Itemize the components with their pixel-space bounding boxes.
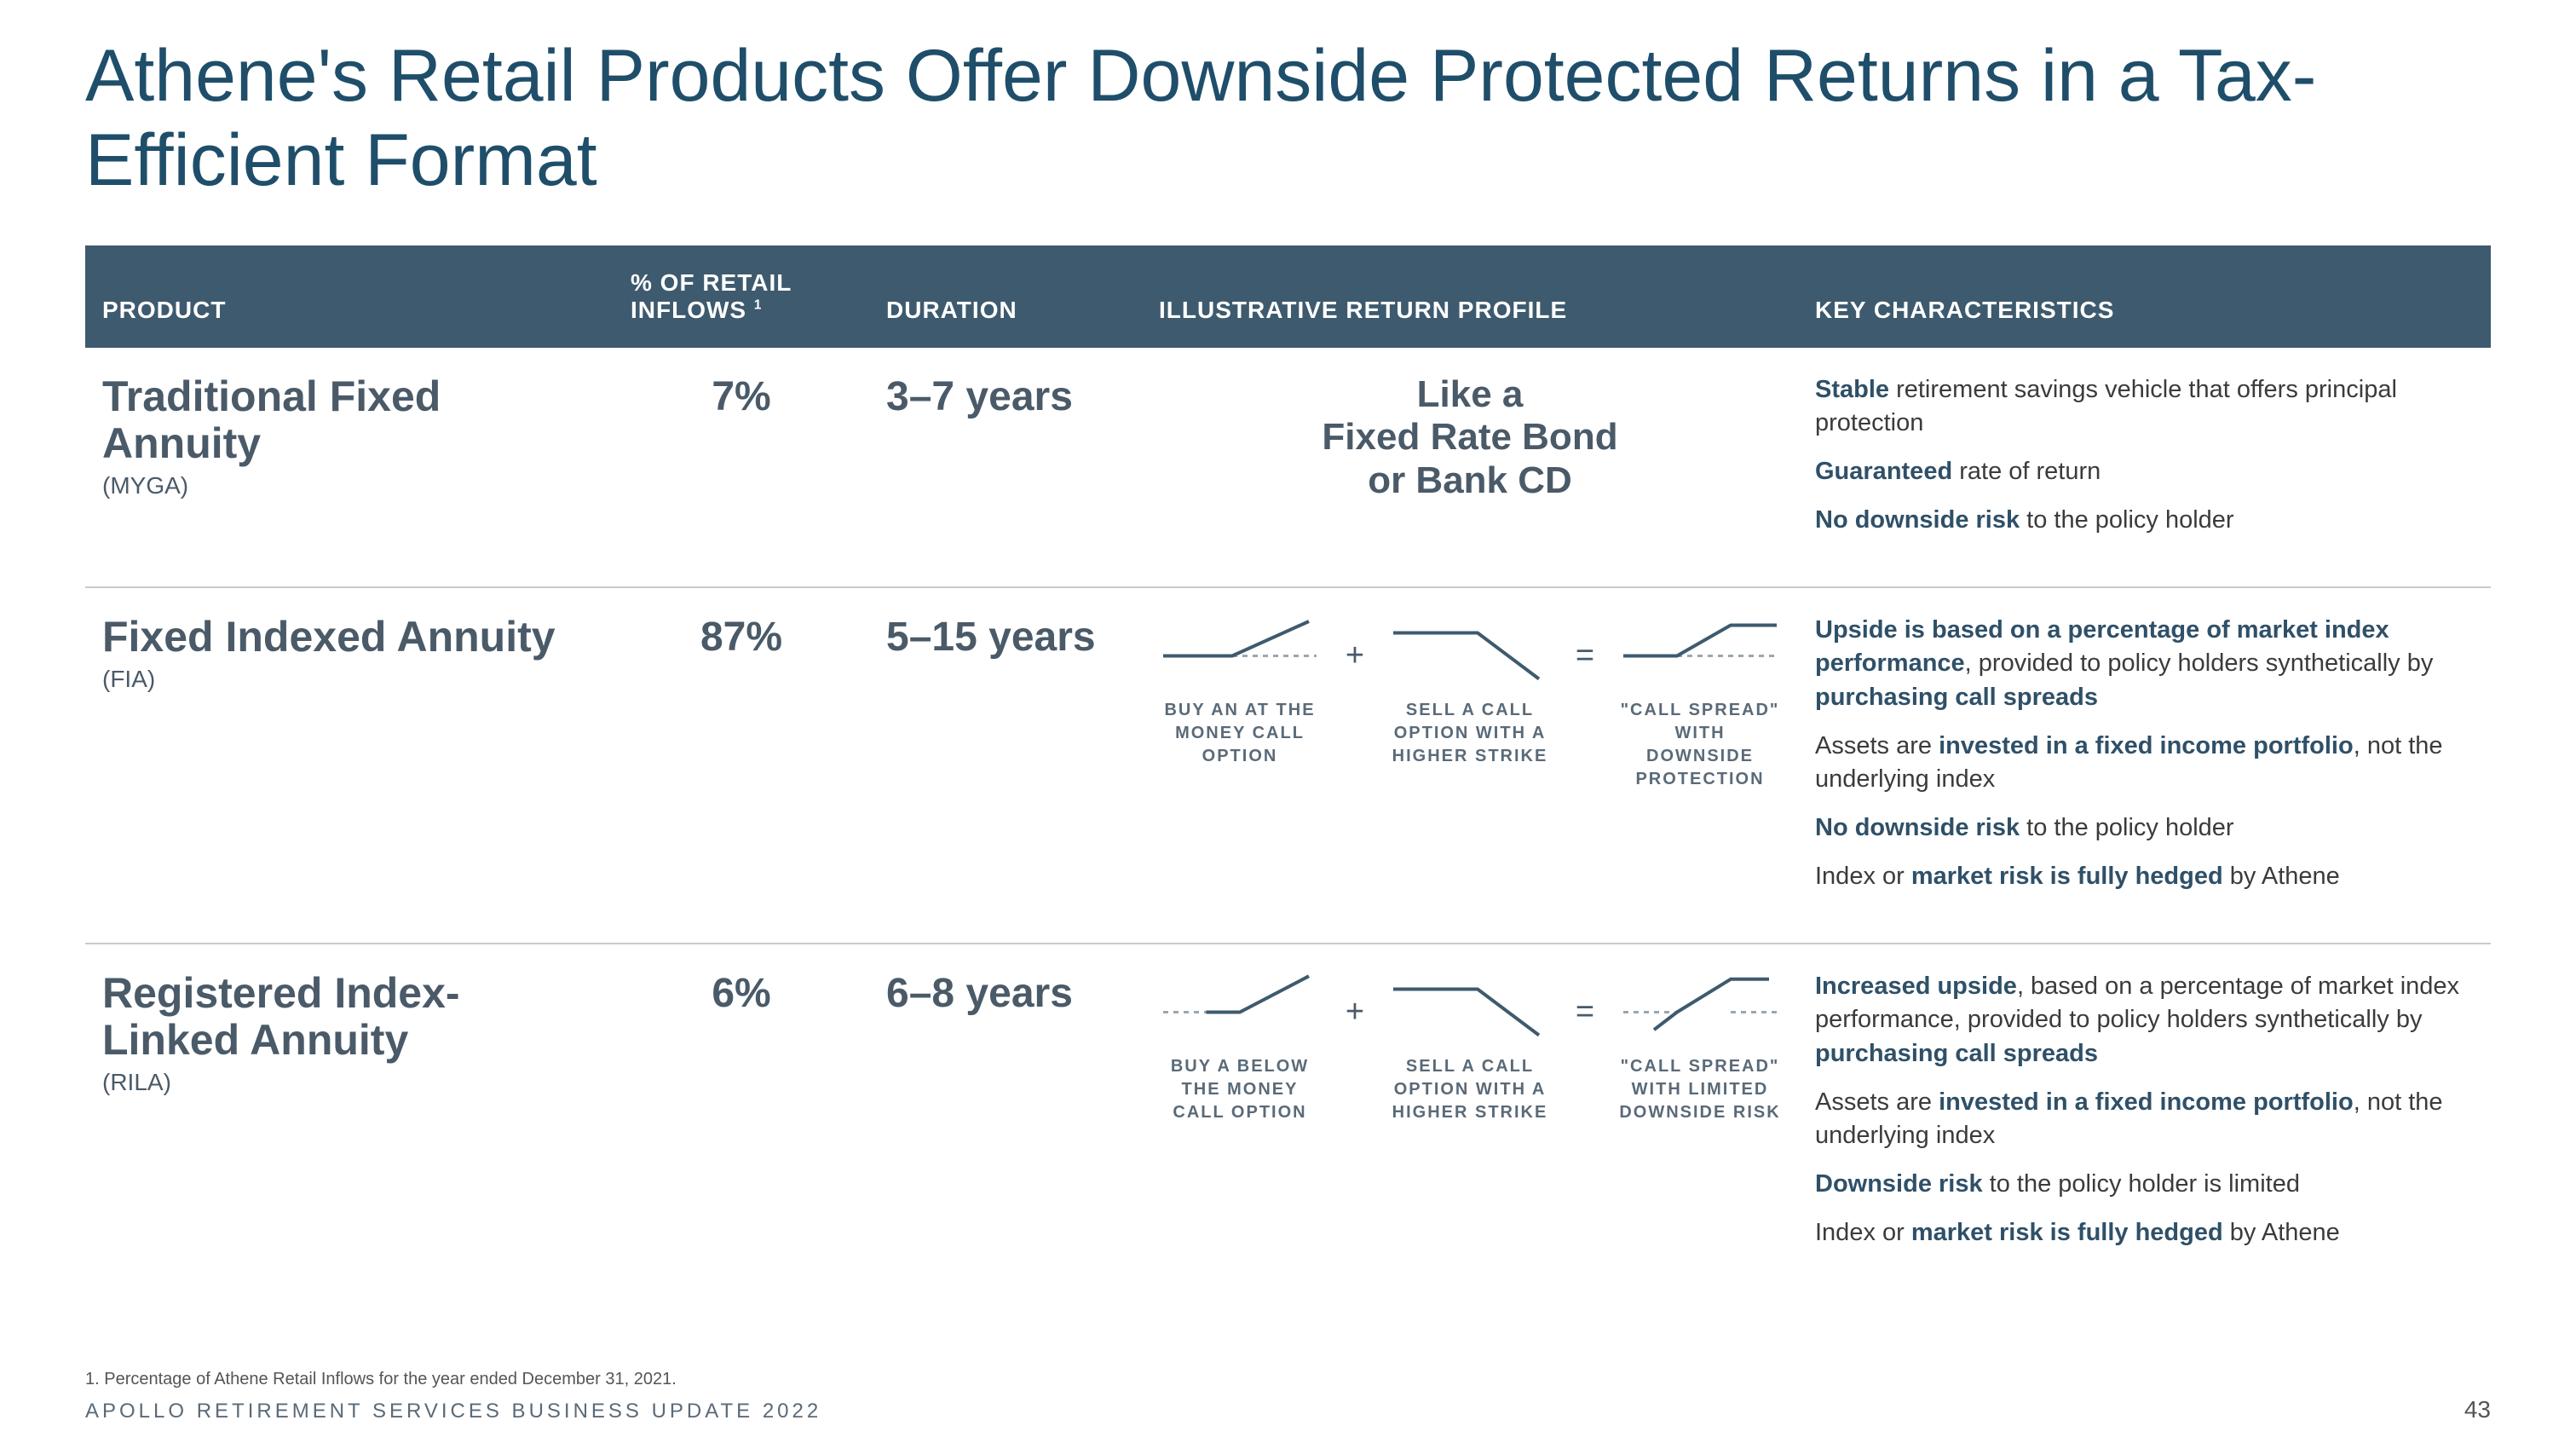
- payoff-c-label: "CALL SPREAD" WITH DOWNSIDE PROTECTION: [1619, 699, 1781, 791]
- char-item: Upside is based on a percentage of marke…: [1815, 614, 2474, 713]
- char-item: Guaranteed rate of return: [1815, 455, 2474, 488]
- footer-text: APOLLO RETIREMENT SERVICES BUSINESS UPDA…: [85, 1400, 821, 1423]
- table-row: Traditional Fixed Annuity (MYGA) 7% 3–7 ye…: [85, 348, 2491, 588]
- char-list: Stable retirement savings vehicle that o…: [1815, 373, 2474, 538]
- payoff-a: BUY A BELOW THE MONEY CALL OPTION: [1159, 970, 1321, 1124]
- duration-value: 3–7 years: [886, 373, 1125, 420]
- char-list: Upside is based on a percentage of marke…: [1815, 614, 2474, 893]
- char-list: Increased upside, based on a percentage …: [1815, 970, 2474, 1250]
- duration-value: 6–8 years: [886, 970, 1125, 1017]
- char-item: Stable retirement savings vehicle that o…: [1815, 373, 2474, 440]
- product-name: Registered Index-Linked Annuity: [102, 970, 596, 1064]
- payoff-c-label: "CALL SPREAD" WITH LIMITED DOWNSIDE RISK: [1619, 1055, 1781, 1124]
- plus-icon: +: [1338, 970, 1372, 1030]
- payoff-a-label: BUY A BELOW THE MONEY CALL OPTION: [1159, 1055, 1321, 1124]
- payoff-b-label: SELL A CALL OPTION WITH A HIGHER STRIKE: [1389, 699, 1551, 768]
- th-inflows: % OF RETAIL INFLOWS 1: [614, 245, 869, 348]
- product-sub: (RILA): [102, 1069, 596, 1096]
- footnote: 1. Percentage of Athene Retail Inflows f…: [85, 1370, 677, 1389]
- char-item: Assets are invested in a fixed income po…: [1815, 730, 2474, 796]
- payoff-diagram: BUY A BELOW THE MONEY CALL OPTION + SELL…: [1159, 970, 1781, 1124]
- table-body: Traditional Fixed Annuity (MYGA) 7% 3–7 ye…: [85, 348, 2491, 1300]
- th-inflows-text: % OF RETAIL INFLOWS: [631, 269, 792, 323]
- equals-icon: =: [1568, 970, 1602, 1030]
- product-name: Traditional Fixed Annuity: [102, 373, 596, 467]
- plus-icon: +: [1338, 614, 1372, 674]
- char-item: Downside risk to the policy holder is li…: [1815, 1168, 2474, 1201]
- table-row: Fixed Indexed Annuity (FIA) 87% 5–15 years…: [85, 587, 2491, 944]
- th-duration: DURATION: [869, 245, 1142, 348]
- profile-text: Like aFixed Rate Bondor Bank CD: [1159, 373, 1781, 503]
- char-item: Index or market risk is fully hedged by …: [1815, 860, 2474, 893]
- payoff-diagram: BUY AN AT THE MONEY CALL OPTION + SELL A…: [1159, 614, 1781, 791]
- equals-icon: =: [1568, 614, 1602, 674]
- char-item: Index or market risk is fully hedged by …: [1815, 1216, 2474, 1250]
- payoff-b: SELL A CALL OPTION WITH A HIGHER STRIKE: [1389, 970, 1551, 1124]
- payoff-c: "CALL SPREAD" WITH LIMITED DOWNSIDE RISK: [1619, 970, 1781, 1124]
- product-name: Fixed Indexed Annuity: [102, 614, 596, 661]
- duration-value: 5–15 years: [886, 614, 1125, 661]
- table-header: PRODUCT % OF RETAIL INFLOWS 1 DURATION I…: [85, 245, 2491, 348]
- table-row: Registered Index-Linked Annuity (RILA) 6%…: [85, 944, 2491, 1299]
- char-item: No downside risk to the policy holder: [1815, 811, 2474, 845]
- char-item: Increased upside, based on a percentage …: [1815, 970, 2474, 1070]
- inflows-value: 6%: [631, 970, 852, 1017]
- page-number: 43: [2464, 1396, 2491, 1423]
- payoff-b-label: SELL A CALL OPTION WITH A HIGHER STRIKE: [1389, 1055, 1551, 1124]
- char-item: No downside risk to the policy holder: [1815, 504, 2474, 537]
- product-table: PRODUCT % OF RETAIL INFLOWS 1 DURATION I…: [85, 245, 2491, 1300]
- inflows-value: 87%: [631, 614, 852, 661]
- product-sub: (MYGA): [102, 472, 596, 499]
- slide: Athene's Retail Products Offer Downside …: [0, 0, 2576, 1449]
- payoff-b: SELL A CALL OPTION WITH A HIGHER STRIKE: [1389, 614, 1551, 768]
- inflows-value: 7%: [631, 373, 852, 420]
- payoff-a: BUY AN AT THE MONEY CALL OPTION: [1159, 614, 1321, 768]
- payoff-c: "CALL SPREAD" WITH DOWNSIDE PROTECTION: [1619, 614, 1781, 791]
- th-key: KEY CHARACTERISTICS: [1798, 245, 2491, 348]
- product-sub: (FIA): [102, 666, 596, 693]
- th-inflows-sup: 1: [754, 297, 763, 312]
- th-profile: ILLUSTRATIVE RETURN PROFILE: [1142, 245, 1798, 348]
- payoff-a-label: BUY AN AT THE MONEY CALL OPTION: [1159, 699, 1321, 768]
- th-product: PRODUCT: [85, 245, 614, 348]
- slide-title: Athene's Retail Products Offer Downside …: [85, 34, 2491, 203]
- char-item: Assets are invested in a fixed income po…: [1815, 1086, 2474, 1152]
